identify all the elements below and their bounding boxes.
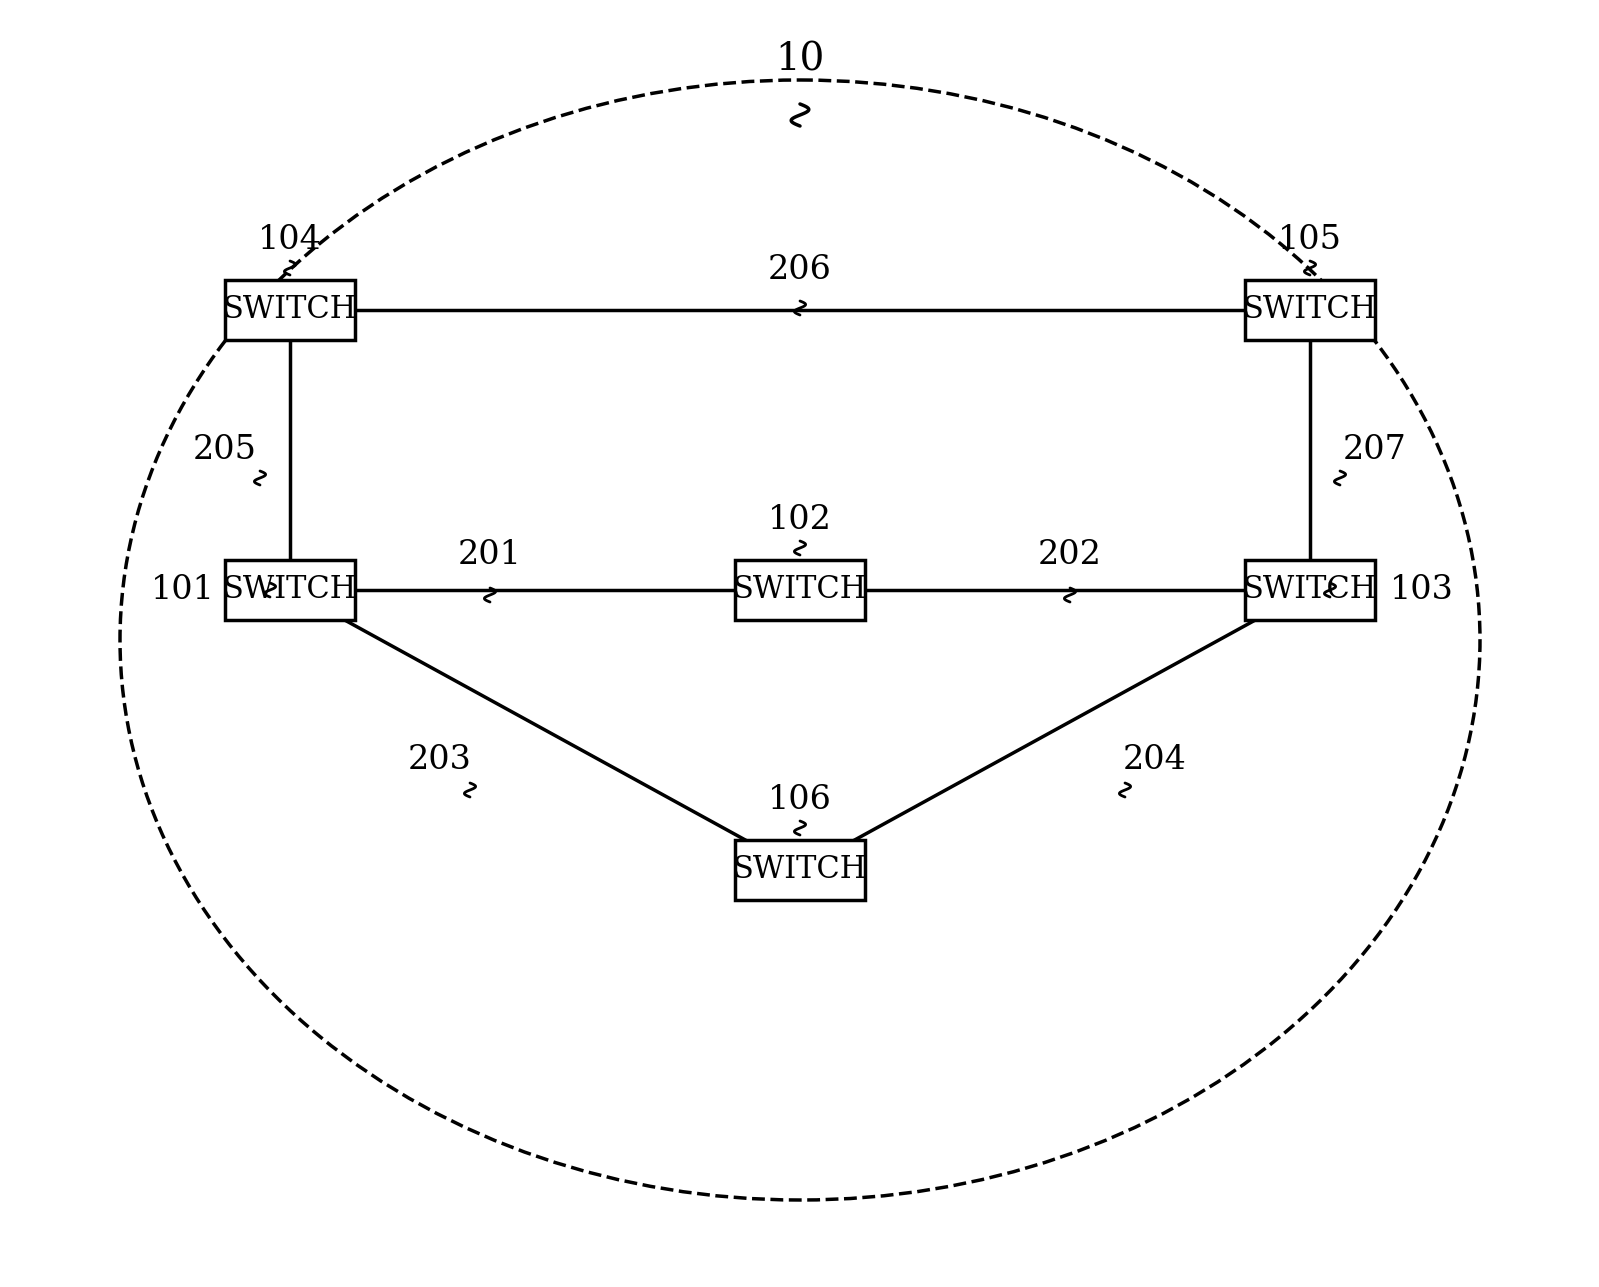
Text: 103: 103 [1390,574,1453,606]
Text: 105: 105 [1278,224,1342,256]
Text: 206: 206 [768,254,831,286]
Text: SWITCH: SWITCH [732,855,867,885]
Text: SWITCH: SWITCH [1242,295,1377,326]
Text: 10: 10 [776,41,825,79]
Text: 202: 202 [1038,539,1102,571]
Text: SWITCH: SWITCH [1242,574,1377,605]
Bar [736,840,865,900]
Text: SWITCH: SWITCH [732,574,867,605]
Bar [736,560,865,620]
Text: 106: 106 [768,784,831,816]
Bar [1246,560,1375,620]
Bar [225,560,355,620]
Bar [1246,281,1375,340]
Text: 201: 201 [457,539,521,571]
Text: 104: 104 [257,224,321,256]
Text: 101: 101 [152,574,214,606]
Text: 204: 204 [1122,744,1186,776]
Bar [225,281,355,340]
Text: 205: 205 [193,434,257,466]
Text: 207: 207 [1343,434,1407,466]
Text: SWITCH: SWITCH [222,574,357,605]
Text: 203: 203 [408,744,472,776]
Text: 102: 102 [768,505,831,535]
Text: SWITCH: SWITCH [222,295,357,326]
